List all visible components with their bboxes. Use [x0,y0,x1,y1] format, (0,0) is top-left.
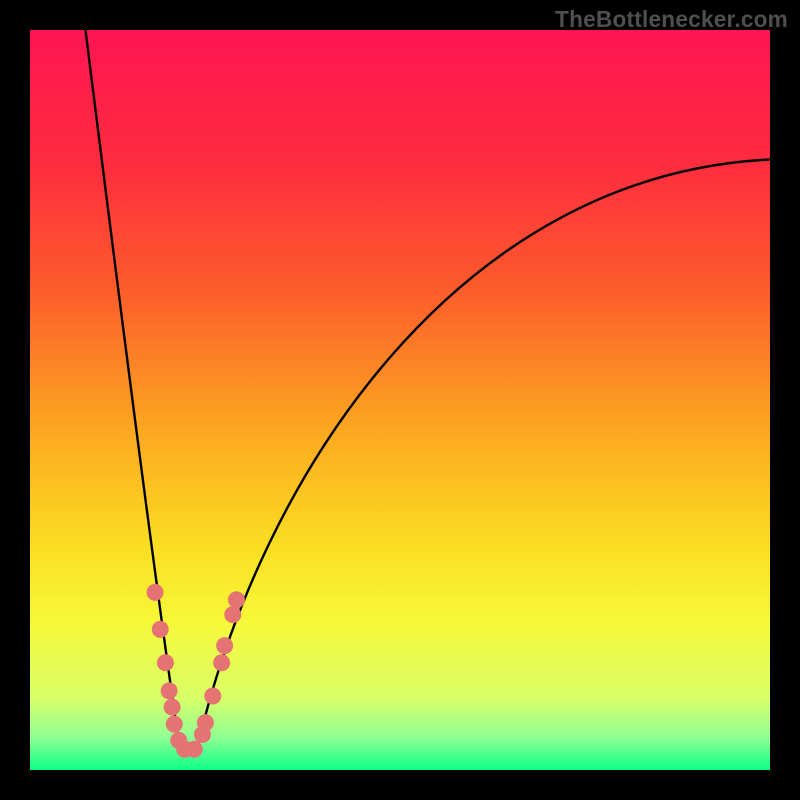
data-marker [204,688,221,705]
data-marker [157,654,174,671]
bottleneck-chart [0,0,800,800]
data-marker [161,682,178,699]
data-marker [186,741,203,758]
data-marker [224,606,241,623]
data-marker [147,584,164,601]
data-marker [213,654,230,671]
attribution-label: TheBottlenecker.com [555,6,788,33]
data-marker [164,699,181,716]
plot-area [30,30,770,770]
data-marker [166,716,183,733]
data-marker [197,714,214,731]
chart-container: TheBottlenecker.com [0,0,800,800]
data-marker [216,637,233,654]
data-marker [152,621,169,638]
data-marker [228,591,245,608]
